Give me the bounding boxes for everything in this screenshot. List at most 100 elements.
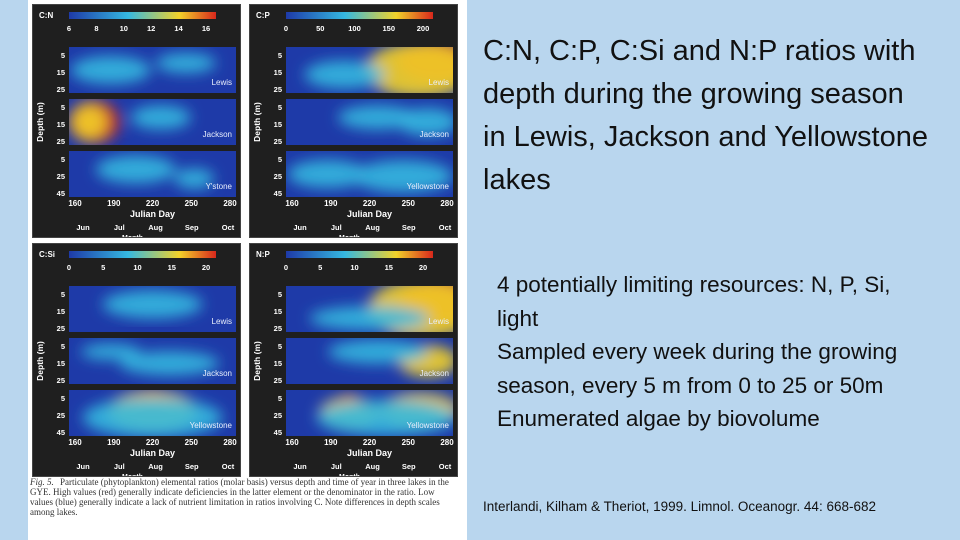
depth-tick-label: 45 [57, 189, 65, 198]
depth-tick-label: 25 [57, 376, 65, 385]
depth-tick-label: 15 [57, 359, 65, 368]
month-label: Jun [76, 223, 90, 232]
ratio-label: C:Si [39, 250, 55, 259]
caption-label: Fig. 5. [30, 477, 54, 487]
heatmap-band-lewis [286, 47, 453, 93]
month-label: Jul [331, 462, 342, 471]
month-axis-title: Month [339, 474, 360, 476]
month-label: Sep [402, 462, 416, 471]
depth-tick-label: 15 [57, 307, 65, 316]
depth-tick-label: 5 [278, 290, 282, 299]
lake-label: Lewis [429, 78, 449, 87]
scale-tick-label: 10 [350, 263, 358, 272]
depth-tick-label: 25 [274, 376, 282, 385]
month-label: Aug [148, 462, 163, 471]
heatmap-band-lewis [69, 47, 236, 93]
depth-tick-label: 25 [274, 411, 282, 420]
month-axis-title: Month [122, 474, 143, 476]
heatmap-blob [364, 47, 453, 93]
heatmap-band-yellowstone [286, 151, 453, 197]
scale-tick-label: 100 [348, 24, 361, 33]
y-axis-title: Depth (m) [35, 341, 45, 381]
depth-tick-label: 5 [278, 155, 282, 164]
lake-label: Lewis [212, 78, 232, 87]
heatmap-blob [119, 351, 220, 376]
heatmap-band-jackson [69, 338, 236, 384]
depth-tick-label: 5 [61, 342, 65, 351]
month-label: Aug [365, 462, 380, 471]
x-tick-label: 160 [285, 438, 299, 447]
heatmap-panel-c-p: C:P 0 50 100 150 200 5 15 25 Lewis 5 15 25 Jackson 5 25… [249, 4, 458, 238]
lake-label: Y'stone [206, 182, 233, 191]
figure-caption: Fig. 5. Particulate (phytoplankton) elem… [30, 477, 450, 517]
depth-tick-label: 5 [278, 51, 282, 60]
lake-label: Jackson [203, 130, 232, 139]
y-axis-title: Depth (m) [252, 102, 262, 142]
depth-tick-label: 15 [274, 68, 282, 77]
depth-tick-label: 15 [57, 68, 65, 77]
depth-tick-label: 25 [274, 172, 282, 181]
heatmap-panel-n-p: N:P 0 5 10 15 20 5 15 25 Lewis 5 15 25 Jackson 5 25 45 Ye… [249, 243, 458, 477]
x-axis-title: Julian Day [130, 448, 175, 458]
heatmap-blob [80, 343, 141, 360]
x-tick-label: 160 [68, 199, 82, 208]
heatmap-blob [327, 339, 428, 364]
scale-tick-label: 5 [318, 263, 322, 272]
scale-tick-label: 0 [284, 263, 288, 272]
heatmap-blob [352, 160, 453, 193]
heatmap-blob [309, 306, 430, 331]
heatmap-blob [287, 160, 368, 188]
month-label: Jun [293, 223, 307, 232]
bullet-item: Enumerated algae by biovolume [497, 406, 820, 431]
lake-label: Yellowstone [407, 421, 450, 430]
scale-tick-label: 0 [284, 24, 288, 33]
heatmap-blob [82, 397, 223, 436]
lake-label: Jackson [420, 369, 449, 378]
month-label: Jun [76, 462, 90, 471]
bullet-list: 4 potentially limiting resources: N, P, … [497, 268, 937, 436]
month-label: Aug [365, 223, 380, 232]
color-scale-bar [286, 12, 433, 19]
scale-tick-label: 6 [67, 24, 71, 33]
lake-label: Yellowstone [190, 421, 233, 430]
x-tick-label: 220 [146, 199, 160, 208]
month-label: Jul [331, 223, 342, 232]
x-tick-label: 250 [185, 199, 199, 208]
month-label: Oct [439, 462, 452, 471]
x-tick-label: 220 [363, 438, 377, 447]
month-axis-title: Month [339, 235, 360, 237]
heatmap-svg: C:P 0 50 100 150 200 5 15 25 Lewis 5 15 25 Jackson 5 25… [252, 11, 454, 237]
heatmap-blob [337, 105, 418, 130]
x-tick-label: 220 [363, 199, 377, 208]
lake-label: Jackson [420, 130, 449, 139]
heatmap-band-lewis [69, 286, 236, 332]
depth-tick-label: 5 [61, 51, 65, 60]
x-tick-label: 190 [324, 199, 338, 208]
x-tick-label: 280 [440, 199, 454, 208]
depth-tick-label: 5 [278, 103, 282, 112]
month-label: Jun [293, 462, 307, 471]
heatmap-band-yellowstone [69, 390, 236, 436]
scale-tick-label: 150 [382, 24, 395, 33]
depth-tick-label: 25 [57, 137, 65, 146]
scale-tick-label: 20 [202, 263, 210, 272]
bullet-item: 4 potentially limiting resources: N, P, … [497, 272, 891, 331]
scale-tick-label: 14 [174, 24, 183, 33]
month-label: Aug [148, 223, 163, 232]
heatmap-band-lewis [286, 286, 453, 332]
depth-tick-label: 25 [274, 137, 282, 146]
y-axis-title: Depth (m) [35, 102, 45, 142]
depth-tick-label: 25 [274, 85, 282, 94]
depth-tick-label: 25 [57, 172, 65, 181]
heatmap-blob [155, 53, 216, 74]
depth-tick-label: 15 [274, 359, 282, 368]
y-axis-title: Depth (m) [252, 341, 262, 381]
month-label: Sep [185, 223, 199, 232]
scale-tick-label: 15 [168, 263, 176, 272]
scale-tick-label: 15 [385, 263, 393, 272]
depth-tick-label: 15 [57, 120, 65, 129]
depth-tick-label: 25 [57, 324, 65, 333]
month-axis-title: Month [122, 235, 143, 237]
heatmap-svg: N:P 0 5 10 15 20 5 15 25 Lewis 5 15 25 Jackson 5 25 45 Ye… [252, 250, 454, 476]
heatmap-blob [70, 56, 151, 84]
